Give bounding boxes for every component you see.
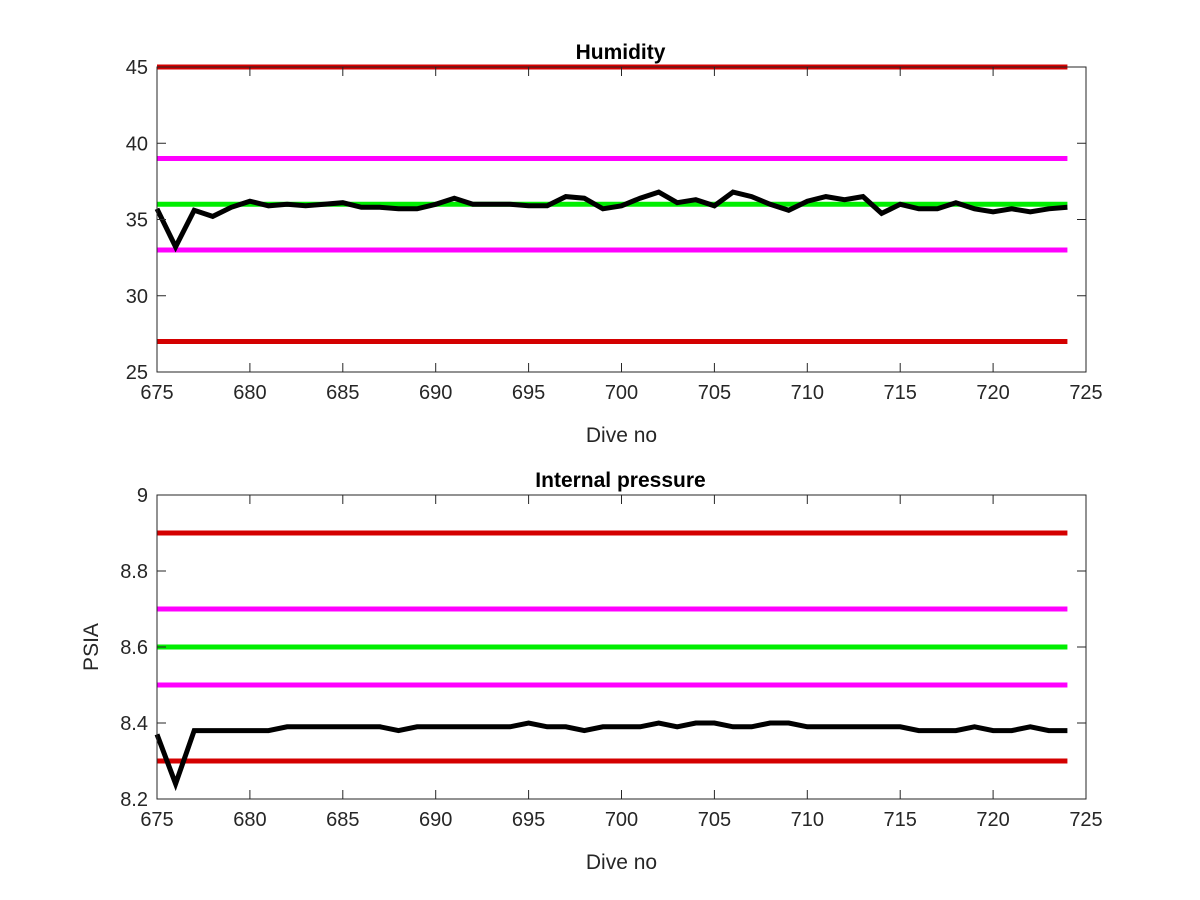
x-tick-label: 675 xyxy=(140,809,173,831)
y-tick-label: 45 xyxy=(126,57,148,79)
x-tick-label: 695 xyxy=(512,382,545,404)
x-tick-label: 725 xyxy=(1069,809,1102,831)
y-tick-label: 25 xyxy=(126,362,148,384)
y-tick-label: 8.4 xyxy=(120,713,148,735)
x-tick-label: 720 xyxy=(976,382,1009,404)
x-tick-label: 695 xyxy=(512,809,545,831)
x-tick-label: 705 xyxy=(698,382,731,404)
x-tick-label: 705 xyxy=(698,809,731,831)
internal-pressure-chart: 675 680 685 690 695 700 705 710 715 720 725 8.2 8.4 8… xyxy=(80,469,1103,874)
y-axis-label: PSIA xyxy=(80,623,103,671)
y-tick-label: 8.2 xyxy=(120,789,148,811)
chart-title: Internal pressure xyxy=(535,469,705,492)
x-tick-label: 710 xyxy=(791,809,824,831)
x-tick-label: 675 xyxy=(140,382,173,404)
x-tick-label: 680 xyxy=(233,809,266,831)
x-tick-label: 715 xyxy=(884,809,917,831)
y-tick-label: 30 xyxy=(126,286,148,308)
x-tick-label: 700 xyxy=(605,382,638,404)
y-tick-label: 35 xyxy=(126,210,148,232)
axes-box xyxy=(156,66,1087,373)
x-axis-label: Dive no xyxy=(586,424,657,447)
x-tick-label: 700 xyxy=(605,809,638,831)
x-tick-label: 685 xyxy=(326,382,359,404)
x-tick-label: 710 xyxy=(791,382,824,404)
y-tick-label: 8.6 xyxy=(120,637,148,659)
humidity-chart: 675 680 685 690 695 700 705 710 715 720 725 25 30 35 4… xyxy=(126,41,1103,447)
y-tick-label: 40 xyxy=(126,133,148,155)
x-axis-label: Dive no xyxy=(586,851,657,874)
x-tick-label: 720 xyxy=(976,809,1009,831)
x-tick-label: 685 xyxy=(326,809,359,831)
data-series-line xyxy=(154,720,1068,792)
x-tick-label: 690 xyxy=(419,809,452,831)
y-tick-label: 9 xyxy=(137,485,148,507)
x-tick-label: 725 xyxy=(1069,382,1102,404)
x-tick-label: 715 xyxy=(884,382,917,404)
data-series-line xyxy=(154,189,1068,253)
chart-title: Humidity xyxy=(576,41,666,64)
x-tick-label: 680 xyxy=(233,382,266,404)
y-tick-label: 8.8 xyxy=(120,561,148,583)
x-tick-label: 690 xyxy=(419,382,452,404)
